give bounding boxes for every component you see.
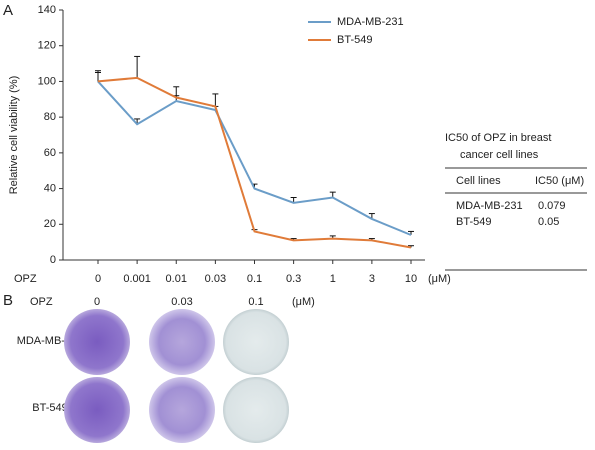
x-axis-unit: (μM): [428, 273, 451, 285]
table-cell: 0.05: [538, 216, 559, 228]
legend-label: BT-549: [337, 34, 372, 46]
x-tick-label: 0.001: [123, 273, 151, 285]
y-tick-label: 20: [44, 218, 56, 230]
x-tick-label: 0.3: [286, 273, 301, 285]
x-tick-label: 10: [405, 273, 417, 285]
x-tick-label: 0.03: [205, 273, 226, 285]
x-axis-title: OPZ: [14, 273, 37, 285]
x-tick-label: 3: [369, 273, 375, 285]
table-title: IC50 of OPZ in breast: [445, 132, 551, 144]
table-header: Cell lines: [456, 175, 501, 187]
table-header: IC50 (μM): [535, 175, 584, 187]
table-cell: 0.079: [538, 200, 566, 212]
y-tick-label: 40: [44, 182, 56, 194]
table-title: cancer cell lines: [460, 149, 539, 161]
x-tick-label: 0: [95, 273, 101, 285]
panel-label: B: [3, 292, 13, 309]
dish: [149, 377, 215, 443]
concentration-label: 0: [94, 296, 100, 308]
panel-label: A: [3, 2, 13, 19]
series-line: [97, 80, 412, 236]
dish: [64, 377, 130, 443]
y-tick-label: 100: [38, 75, 56, 87]
dish: [223, 309, 289, 375]
y-tick-label: 120: [38, 40, 56, 52]
concentration-label: 0.03: [171, 296, 192, 308]
dish: [149, 309, 215, 375]
y-tick-label: 60: [44, 147, 56, 159]
unit-label: (μM): [292, 296, 315, 308]
x-tick-label: 0.01: [166, 273, 187, 285]
y-tick-label: 80: [44, 111, 56, 123]
y-tick-label: 0: [50, 254, 56, 266]
series-line: [97, 76, 412, 249]
table-cell: MDA-MB-231: [456, 200, 523, 212]
axis-label: OPZ: [30, 296, 53, 308]
legend-label: MDA-MB-231: [337, 16, 404, 28]
concentration-label: 0.1: [248, 296, 263, 308]
row-label: BT-549: [32, 402, 67, 414]
dish: [64, 309, 130, 375]
dish: [223, 377, 289, 443]
y-axis-title: Relative cell viability (%): [8, 76, 20, 195]
y-tick-label: 140: [38, 4, 56, 16]
x-tick-label: 1: [330, 273, 336, 285]
x-tick-label: 0.1: [247, 273, 262, 285]
table-cell: BT-549: [456, 216, 491, 228]
